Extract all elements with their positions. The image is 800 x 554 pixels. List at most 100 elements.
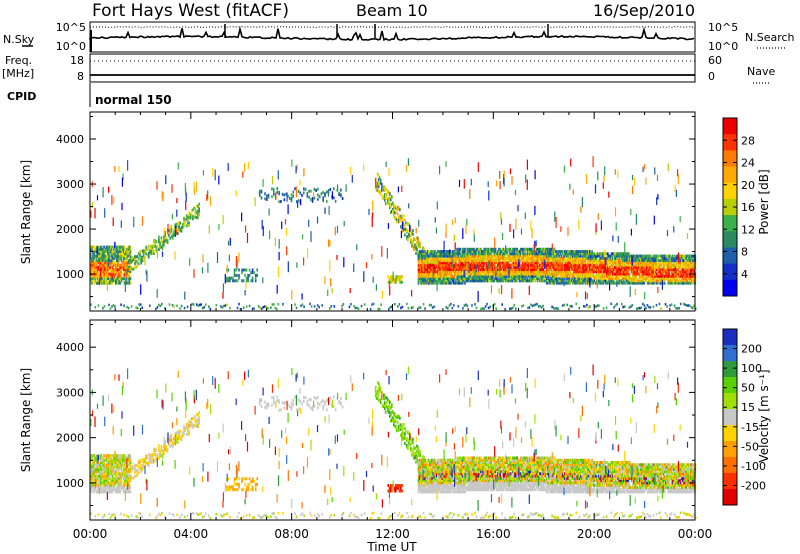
power-cell [268,208,270,216]
power-cell [375,284,377,291]
power-cell [527,259,530,263]
power-cell [101,272,103,276]
power-cell [482,252,484,256]
power-cell [525,263,528,267]
power-cell [498,268,500,272]
power-cell [174,251,176,261]
power-cell [576,265,579,269]
power-cell [672,270,675,274]
power-cell [430,279,432,283]
power-cell [590,281,592,285]
power-cell [146,248,149,251]
power-cell [434,256,437,260]
power-cell [619,279,622,283]
power-cell [591,256,593,260]
power-cell [439,277,441,281]
power-cell [416,240,418,244]
power-cell [678,270,681,274]
power-cell [92,256,94,260]
power-cell [524,247,526,251]
power-cell [451,268,454,272]
power-cell [652,268,655,272]
power-cell [628,259,631,263]
power-cell [488,277,490,281]
power-cell [525,256,528,260]
power-cell [438,254,440,258]
power-cell [466,279,469,283]
power-cell [112,247,115,251]
power-cell [483,307,485,310]
power-cell [568,277,571,281]
power-cell [195,216,198,220]
power-cell [442,259,445,263]
power-cell [553,256,556,260]
power-cell [100,250,102,254]
power-cell [595,305,597,308]
power-cell [620,270,623,274]
power-cell [645,306,647,310]
power-cell [459,265,462,269]
power-cell [472,250,474,254]
power-cell [670,261,673,265]
power-cell [565,263,567,267]
power-cell [538,247,540,251]
power-cell [179,307,181,310]
power-cell [555,263,557,267]
power-cell [628,265,631,269]
power-cell [110,272,112,276]
power-cell [466,252,469,256]
power-cell [444,254,447,258]
power-cell [482,256,484,260]
power-cell [577,263,580,267]
power-cell [531,252,533,256]
power-cell [553,281,556,285]
power-cell [188,223,190,227]
power-cell [561,281,564,285]
power-cell [593,279,596,283]
power-cell [542,250,545,254]
power-cell [596,272,599,276]
power-cell [466,277,469,281]
power-cell [479,274,481,278]
power-cell [493,259,496,263]
power-cell [657,263,659,267]
power-cell [484,277,487,281]
power-cell [499,250,501,254]
power-cell [651,279,653,283]
power-cell [122,281,125,285]
power-cell [650,259,652,263]
power-cell [589,305,591,308]
power-cell [286,228,288,236]
power-cell [92,274,94,278]
power-cell [142,252,145,256]
power-cell [102,259,105,263]
power-cell [112,250,115,254]
power-cell [100,259,102,263]
power-cell [395,275,397,279]
power-cell [662,261,665,265]
power-cell [616,302,618,306]
power-cell [506,261,508,265]
power-cell [579,254,582,258]
power-cell [460,277,463,281]
power-cell [526,279,529,283]
power-cell [452,268,455,272]
power-cell [527,252,530,256]
power-cell [438,259,440,263]
power-cell [122,250,125,254]
power-cell [423,279,425,283]
power-cell [599,261,601,265]
power-cell [439,274,441,278]
power-cell [562,254,565,258]
power-cell [527,261,530,265]
power-cell [527,268,530,272]
power-cell [418,265,421,269]
power-cell [657,281,659,285]
power-cell [672,272,675,276]
power-cell [503,265,506,269]
power-cell [144,256,146,266]
power-cell [642,259,644,263]
power-cell [630,228,632,236]
power-cell [520,228,523,235]
power-cell [561,268,564,272]
